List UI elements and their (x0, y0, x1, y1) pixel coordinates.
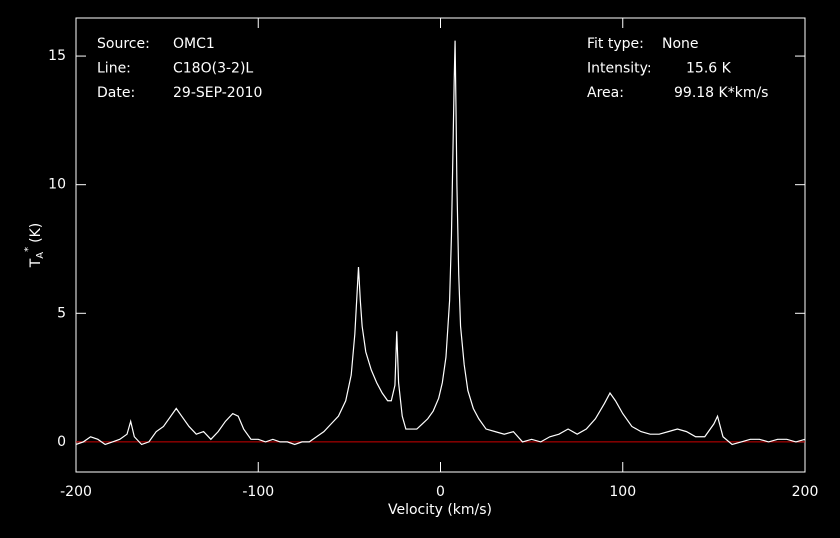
spectrum-line (75, 40, 806, 446)
annotation-value: OMC1 (173, 36, 215, 52)
x-tick-label: -100 (242, 484, 274, 500)
y-label-sub: A (35, 252, 46, 259)
y-label-main: T (28, 258, 44, 268)
annotation-key: Intensity: (587, 61, 652, 77)
y-tick-label: 15 (48, 48, 66, 64)
annotation-value: 29-SEP-2010 (173, 85, 262, 101)
annotation-value: None (662, 36, 699, 52)
annotation-key: Line: (97, 61, 131, 77)
y-label-unit: (K) (28, 223, 44, 243)
annotation-key: Area: (587, 85, 624, 101)
x-axis-label: Velocity (km/s) (388, 502, 492, 518)
annotation-value: C18O(3-2)L (173, 61, 253, 77)
x-tick-label: -200 (60, 484, 92, 500)
y-tick-label: 5 (57, 305, 66, 321)
annotation-key: Source: (97, 36, 150, 52)
y-tick-label: 10 (48, 177, 66, 193)
annotation-key: Fit type: (587, 36, 644, 52)
y-label-sup: * (23, 247, 34, 252)
x-tick-label: 200 (792, 484, 819, 500)
x-tick-label: 0 (436, 484, 445, 500)
annotation-value: 99.18 K*km/s (674, 85, 768, 101)
y-tick-label: 0 (57, 434, 66, 450)
y-axis-label: TA* (K) (23, 223, 46, 269)
x-tick-label: 100 (609, 484, 636, 500)
annotation-value: 15.6 K (686, 61, 732, 77)
annotation-key: Date: (97, 85, 135, 101)
